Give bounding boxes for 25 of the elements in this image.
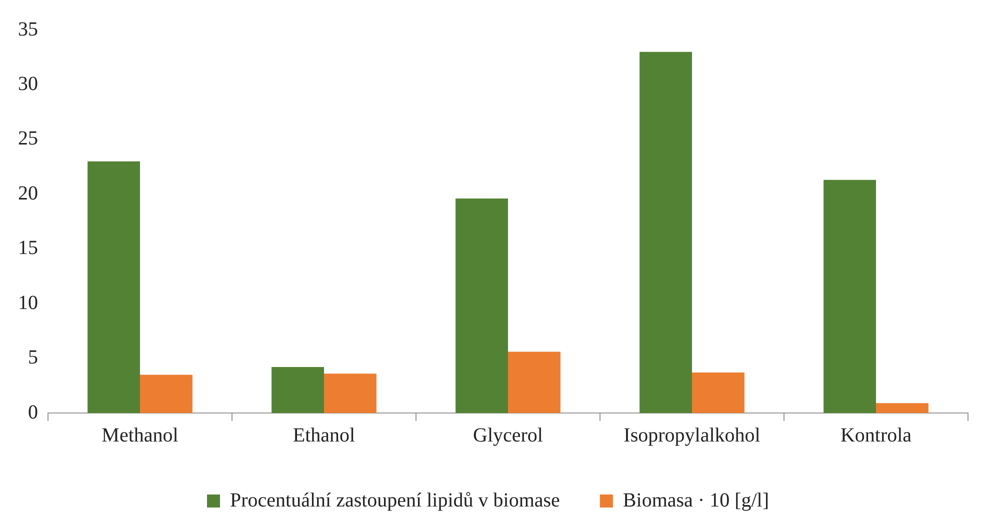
y-tick-label: 35 [18,18,38,40]
bar [692,372,744,413]
y-tick-label: 25 [18,128,38,150]
legend-label: Procentuální zastoupení lipidů v biomase [230,489,560,512]
bar [508,352,560,413]
bar [876,403,928,413]
bar [88,161,140,413]
bar [456,198,508,413]
y-tick-label: 5 [28,346,38,369]
y-tick-label: 15 [18,237,38,260]
x-tick-label: Kontrola [840,424,912,446]
y-tick-label: 0 [28,401,38,424]
x-tick-label: Isopropylalkohol [624,424,761,446]
legend-label: Biomasa · 10 [g/l] [622,489,770,512]
y-tick-label: 20 [18,182,38,204]
bar [824,180,876,413]
bar [272,367,324,413]
bar [324,374,376,413]
x-tick-label: Glycerol [473,424,544,446]
y-tick-label: 30 [18,72,38,95]
x-tick-label: Methanol [102,424,179,446]
bar [140,374,192,413]
x-tick-label: Ethanol [292,424,356,446]
bar [640,52,692,413]
y-tick-label: 10 [18,292,38,314]
